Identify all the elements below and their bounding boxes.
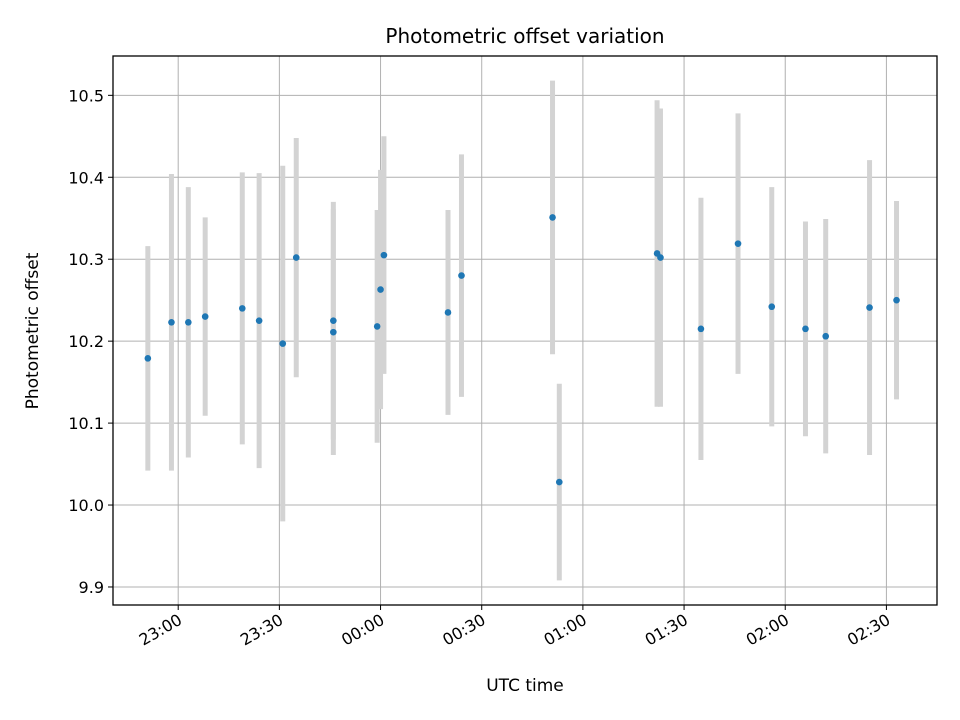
data-point: [201, 313, 209, 320]
data-point: [657, 254, 664, 261]
x-tick-label: 02:30: [844, 610, 893, 650]
x-tick-label: 01:00: [540, 610, 589, 650]
x-axis: 23:00 23:30 00:00 00:30 01:00 01:30 02:00 02:30: [136, 605, 893, 650]
x-tick-label: 23:30: [237, 610, 286, 650]
data-point: [168, 319, 175, 326]
plot-frame: [112, 55, 938, 606]
x-tick-label: 00:00: [338, 610, 387, 650]
y-axis-label: Photometric offset: [23, 252, 43, 409]
data-point: [373, 323, 381, 330]
chart-title: Photometric offset variation: [385, 24, 664, 48]
y-tick-label: 10.4: [68, 168, 104, 187]
data-point: [380, 251, 388, 259]
data-point: [144, 355, 152, 362]
y-tick-label: 10.3: [68, 250, 104, 269]
x-tick-label: 23:00: [136, 610, 185, 650]
x-axis-label: UTC time: [486, 676, 564, 696]
x-tick-label: 01:30: [642, 610, 691, 650]
data-point: [549, 214, 556, 221]
data-point: [255, 317, 263, 324]
data-point: [330, 328, 337, 336]
data-point: [185, 319, 192, 326]
data-point: [802, 325, 809, 333]
x-tick-label: 00:30: [439, 610, 488, 650]
data-point: [893, 296, 900, 304]
data-point: [238, 305, 246, 312]
data-point: [377, 286, 384, 293]
data-point: [292, 254, 300, 261]
grid: [113, 56, 937, 605]
data-point: [555, 478, 563, 486]
y-tick-label: 10.1: [68, 414, 104, 433]
data-point: [458, 272, 465, 279]
y-tick-label: 10.5: [68, 86, 104, 105]
data-point: [768, 303, 776, 311]
y-tick-label: 10.0: [68, 496, 104, 515]
data-point: [330, 317, 337, 324]
data-point: [822, 332, 830, 340]
y-tick-label: 9.9: [79, 578, 104, 597]
x-tick-label: 02:00: [743, 610, 792, 650]
data-point: [444, 309, 452, 316]
data-point: [697, 325, 705, 333]
data-point: [866, 304, 873, 311]
y-tick-label: 10.2: [68, 332, 104, 351]
y-axis: 9.9 10.0 10.1 10.2 10.3 10.4 10.5: [68, 86, 113, 597]
data-point: [734, 240, 742, 247]
data-point: [279, 340, 287, 347]
data-points: [144, 214, 900, 486]
